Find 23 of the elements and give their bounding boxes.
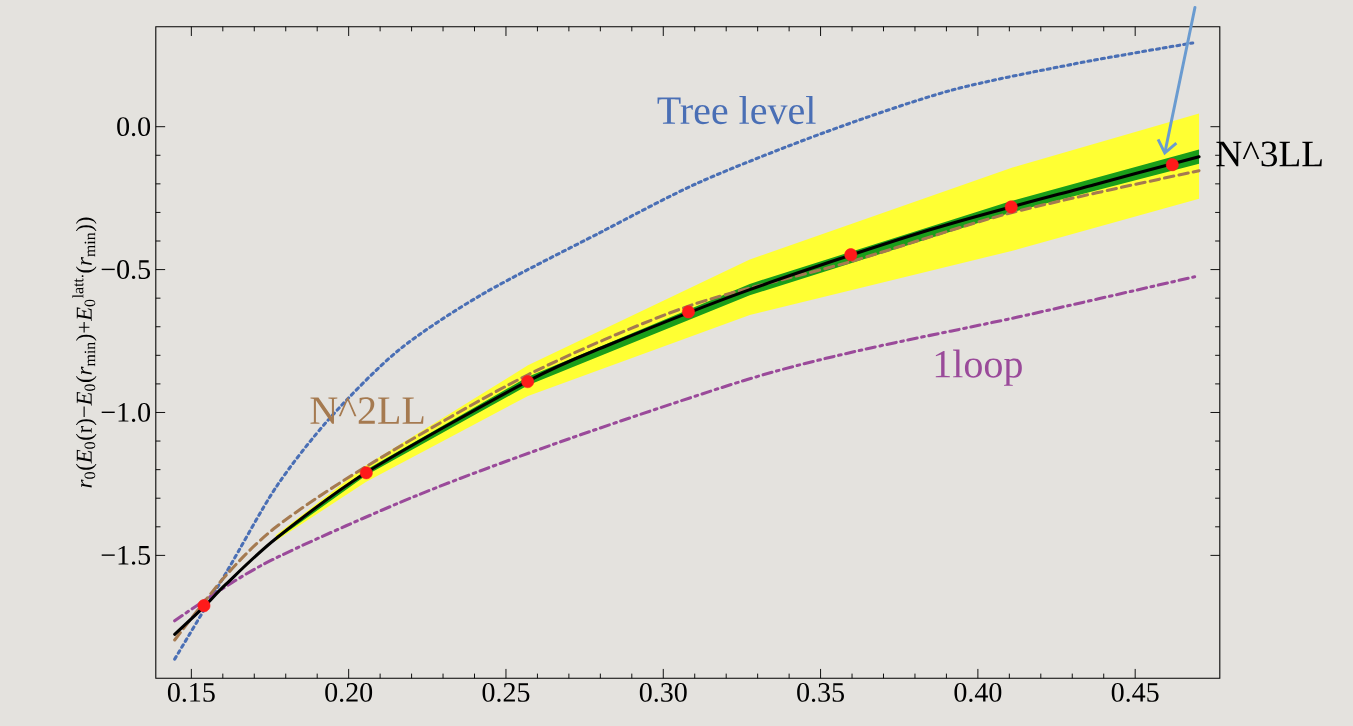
line-series <box>173 41 1195 661</box>
point <box>1165 158 1179 172</box>
x-tick-label: 0.30 <box>639 682 687 702</box>
x-tick-label: 0.45 <box>1111 682 1159 702</box>
point <box>1004 200 1018 214</box>
y-tick-label: −1.0 <box>101 402 151 422</box>
y-tick-label: 0.0 <box>117 117 151 137</box>
point <box>521 375 535 389</box>
point <box>844 248 858 262</box>
x-tick-label: 0.35 <box>797 682 844 702</box>
point <box>359 466 373 480</box>
x-tick-label: 0.25 <box>482 682 530 702</box>
series-label: Tree level <box>657 96 816 125</box>
series-label: 1loop <box>935 349 1022 386</box>
y-tick-label: −1.5 <box>101 545 150 565</box>
text: r$_{0}$(E$_{0}$(r)−E$_{0}$(r$_{min}$)+E$_{0}$$^{latt.}$(r$_{min}$)) <box>72 217 97 488</box>
x-tick-label: 0.15 <box>167 682 215 702</box>
x-tick-label: 0.20 <box>325 682 373 702</box>
y-tick-label: −0.5 <box>101 260 150 280</box>
x-tick-label: 0.40 <box>954 682 1002 702</box>
point <box>197 599 211 613</box>
point <box>682 305 695 319</box>
line-series <box>173 275 1197 623</box>
